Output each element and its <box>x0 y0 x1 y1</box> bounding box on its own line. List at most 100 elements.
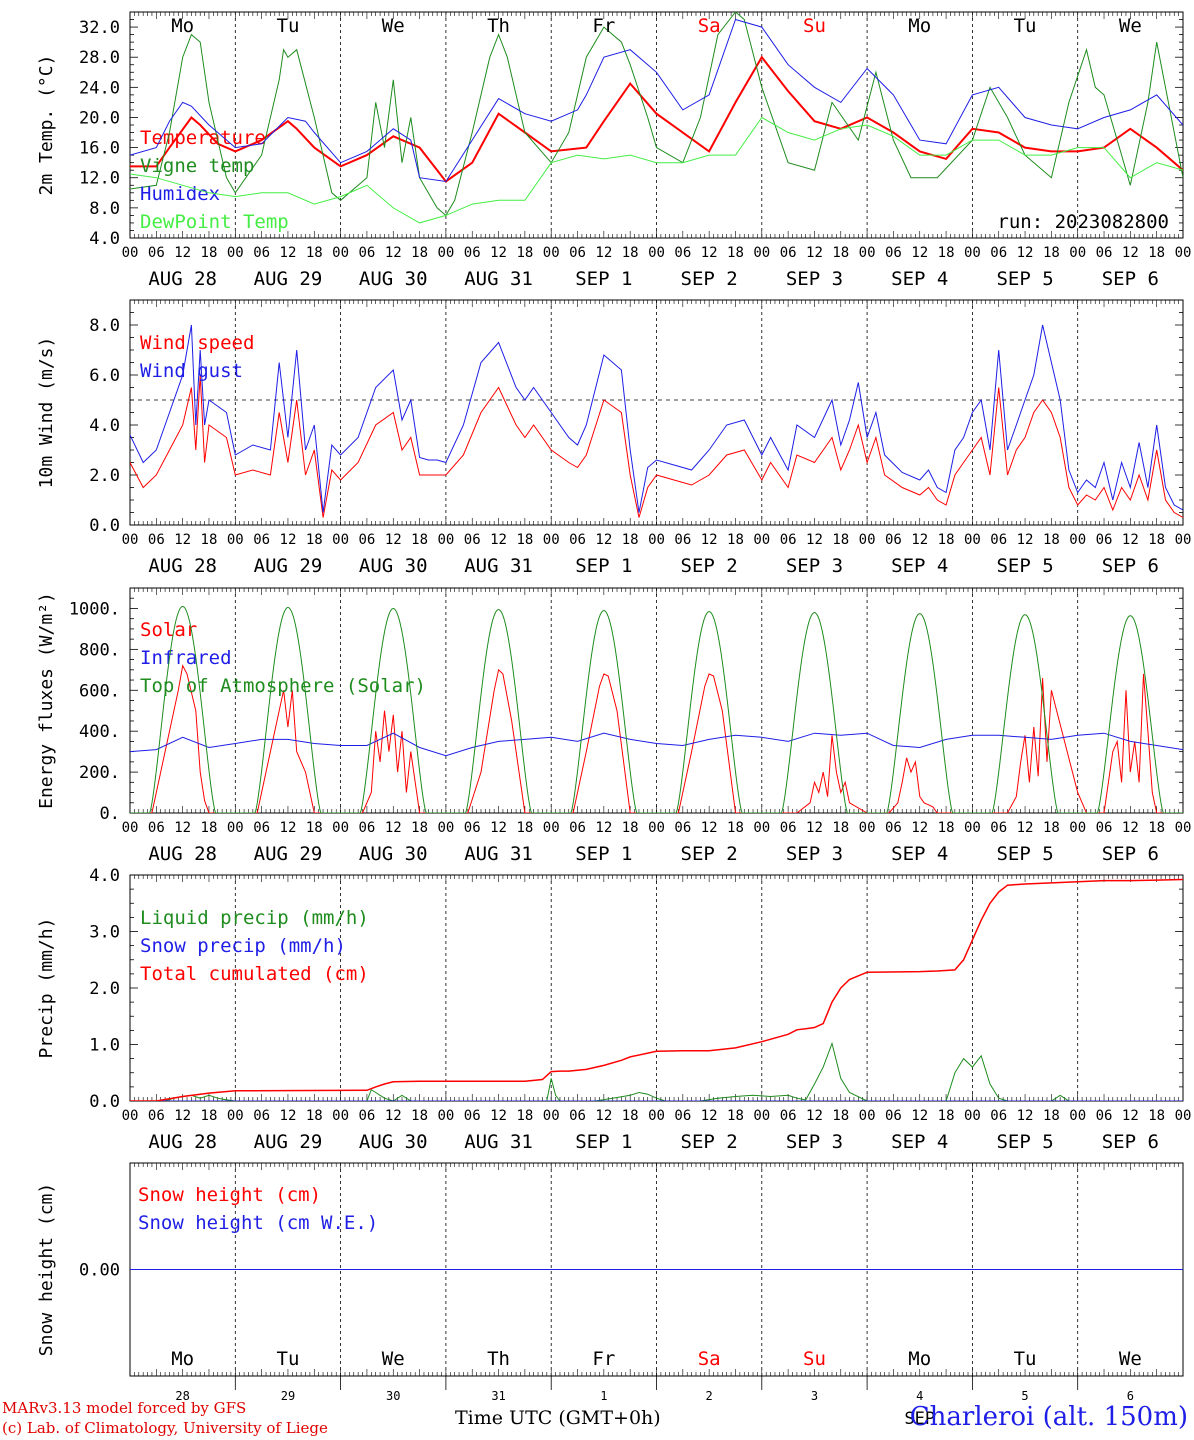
day-name-top: Mo <box>171 15 194 37</box>
hour-label: 18 <box>938 245 955 261</box>
x-axis-title: Time UTC (GMT+0h) <box>455 1407 661 1429</box>
day-name-top: Fr <box>592 15 615 37</box>
date-label: SEP 6 <box>1102 1131 1159 1153</box>
day-name-bottom: Fr <box>592 1348 615 1370</box>
hour-label: 12 <box>385 820 402 836</box>
hour-label: 00 <box>753 532 770 548</box>
day-number: 29 <box>281 1389 295 1403</box>
hour-label: 18 <box>411 820 428 836</box>
y-tick-label: 400. <box>79 722 120 742</box>
hour-label: 00 <box>964 245 981 261</box>
hour-label: 12 <box>174 532 191 548</box>
hour-label: 06 <box>1096 820 1113 836</box>
hour-label: 00 <box>122 532 139 548</box>
station-title: Charleroi (alt. 150m) <box>909 1402 1188 1432</box>
y-tick-label: 1000. <box>69 599 120 619</box>
hour-label: 12 <box>911 1108 928 1124</box>
hour-label: 18 <box>1148 532 1165 548</box>
hour-label: 00 <box>332 1108 349 1124</box>
series-total-cumulated-cm- <box>130 878 1183 1101</box>
hour-label: 00 <box>332 532 349 548</box>
hour-label: 06 <box>990 532 1007 548</box>
hour-label: 06 <box>358 245 375 261</box>
y-axis-label: 10m Wind (m/s) <box>36 337 57 489</box>
hour-label: 00 <box>1175 532 1192 548</box>
run-label: run: 2023082800 <box>997 211 1169 233</box>
y-tick-label: 8.0 <box>89 199 120 219</box>
series-humidex <box>130 18 1183 183</box>
hour-label: 18 <box>201 820 218 836</box>
hour-label: 00 <box>859 245 876 261</box>
date-label: SEP 5 <box>996 1131 1053 1153</box>
series-infrared <box>130 732 1183 757</box>
hour-label: 00 <box>964 532 981 548</box>
hour-label: 18 <box>832 532 849 548</box>
hour-label: 12 <box>280 532 297 548</box>
hour-label: 06 <box>358 1108 375 1124</box>
hour-label: 00 <box>437 820 454 836</box>
day-number: 1 <box>600 1389 607 1403</box>
hour-label: 18 <box>516 532 533 548</box>
date-label: AUG 31 <box>464 1131 533 1153</box>
series-solar <box>130 664 1183 813</box>
hour-label: 00 <box>1069 245 1086 261</box>
date-label: SEP 5 <box>996 843 1053 865</box>
date-label: AUG 30 <box>359 555 428 577</box>
hour-label: 00 <box>1175 1108 1192 1124</box>
hour-label: 18 <box>622 532 639 548</box>
hour-label: 12 <box>1122 245 1139 261</box>
hour-label: 06 <box>148 245 165 261</box>
date-label: SEP 2 <box>681 1131 738 1153</box>
hour-label: 00 <box>964 820 981 836</box>
day-name-top: Sa <box>698 15 721 37</box>
hour-label: 00 <box>859 532 876 548</box>
date-label: SEP 2 <box>681 843 738 865</box>
hour-label: 06 <box>1096 1108 1113 1124</box>
hour-label: 18 <box>306 820 323 836</box>
date-label: AUG 29 <box>254 555 323 577</box>
y-tick-label: 24.0 <box>79 78 120 98</box>
date-label: AUG 28 <box>148 555 217 577</box>
hour-label: 06 <box>569 1108 586 1124</box>
y-tick-label: 0.0 <box>89 516 120 536</box>
hour-label: 12 <box>595 532 612 548</box>
hour-label: 18 <box>201 245 218 261</box>
hour-label: 18 <box>938 532 955 548</box>
series-vigne-temp <box>130 12 1183 217</box>
day-number: 4 <box>916 1389 923 1403</box>
hour-label: 00 <box>648 532 665 548</box>
day-number: 5 <box>1021 1389 1028 1403</box>
panel-1: 4.0 8.0 12.0 16.0 20.0 24.0 28.0 32.0 2m Temp. (… <box>36 11 1191 290</box>
hour-label: 06 <box>990 1108 1007 1124</box>
hour-label: 06 <box>674 820 691 836</box>
month-label: SEP <box>904 1409 935 1429</box>
day-number: 31 <box>491 1389 505 1403</box>
hour-label: 06 <box>990 245 1007 261</box>
hour-label: 00 <box>859 820 876 836</box>
hour-label: 12 <box>174 1108 191 1124</box>
hour-label: 06 <box>464 1108 481 1124</box>
hour-label: 18 <box>411 1108 428 1124</box>
hour-label: 12 <box>595 245 612 261</box>
hour-label: 18 <box>1148 820 1165 836</box>
day-number: 6 <box>1127 1389 1134 1403</box>
date-label: AUG 29 <box>254 843 323 865</box>
hour-label: 12 <box>595 1108 612 1124</box>
hour-label: 00 <box>1069 1108 1086 1124</box>
date-label: AUG 30 <box>359 268 428 290</box>
date-label: SEP 4 <box>891 555 948 577</box>
legend-liquid-precip-mm-h-: Liquid precip (mm/h) <box>140 907 369 929</box>
hour-label: 18 <box>622 245 639 261</box>
hour-label: 12 <box>490 532 507 548</box>
y-tick-label: 2.0 <box>89 466 120 486</box>
day-name-bottom: Mo <box>171 1348 194 1370</box>
hour-label: 00 <box>543 532 560 548</box>
day-name-bottom: Su <box>803 1348 826 1370</box>
day-name-bottom: Tu <box>1014 1348 1037 1370</box>
y-tick-label: 6.0 <box>89 366 120 386</box>
hour-label: 06 <box>780 1108 797 1124</box>
day-name-bottom: Th <box>487 1348 510 1370</box>
hour-label: 12 <box>595 820 612 836</box>
date-label: AUG 29 <box>254 1131 323 1153</box>
date-label: AUG 28 <box>148 268 217 290</box>
